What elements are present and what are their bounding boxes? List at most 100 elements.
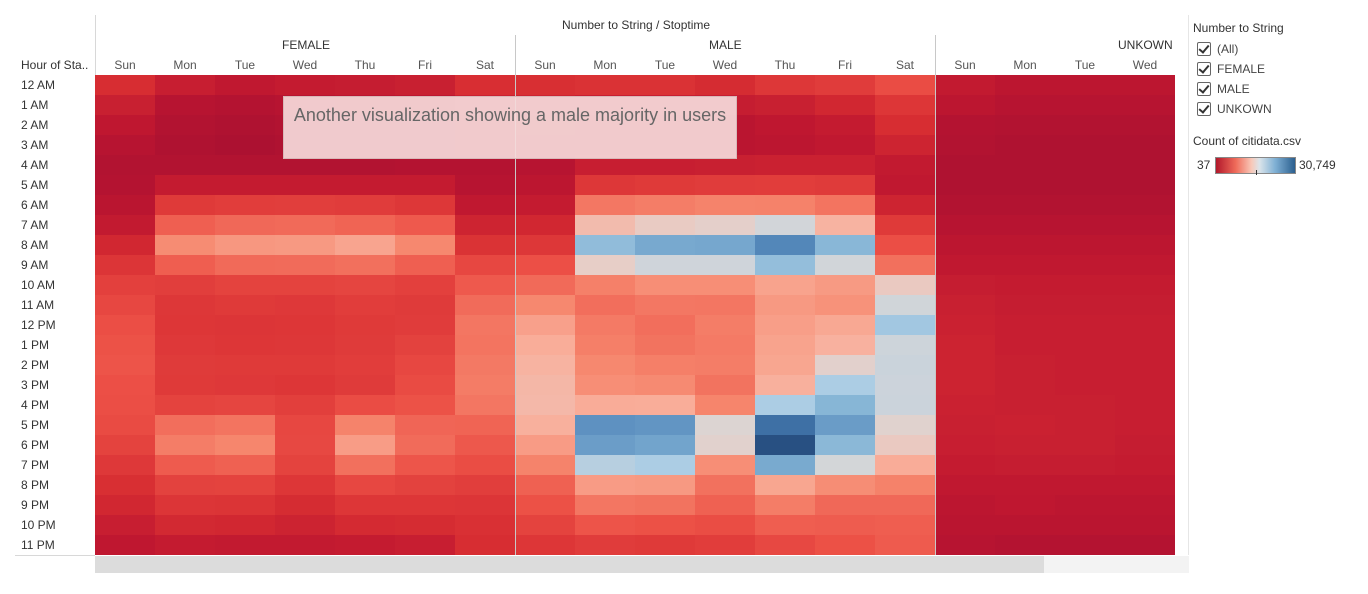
heatmap-cell[interactable] [275,75,335,95]
heatmap-cell[interactable] [95,335,155,355]
heatmap-cell[interactable] [635,515,695,535]
heatmap-cell[interactable] [935,135,995,155]
heatmap-cell[interactable] [455,335,515,355]
heatmap-cell[interactable] [875,335,935,355]
heatmap-cell[interactable] [755,515,815,535]
heatmap-cell[interactable] [215,535,275,555]
heatmap-cell[interactable] [155,355,215,375]
heatmap-cell[interactable] [275,515,335,535]
heatmap-cell[interactable] [95,495,155,515]
heatmap-cell[interactable] [755,275,815,295]
heatmap-cell[interactable] [575,315,635,335]
heatmap-cell[interactable] [755,295,815,315]
heatmap-cell[interactable] [335,355,395,375]
heatmap-cell[interactable] [95,195,155,215]
heatmap-cell[interactable] [155,115,215,135]
heatmap-cell[interactable] [1055,155,1115,175]
heatmap-cell[interactable] [995,255,1055,275]
heatmap-cell[interactable] [875,415,935,435]
heatmap-cell[interactable] [275,215,335,235]
heatmap-cell[interactable] [755,495,815,515]
heatmap-cell[interactable] [95,295,155,315]
heatmap-cell[interactable] [1115,295,1175,315]
heatmap-cell[interactable] [515,315,575,335]
heatmap-cell[interactable] [1115,255,1175,275]
heatmap-cell[interactable] [215,115,275,135]
heatmap-cell[interactable] [455,155,515,175]
heatmap-cell[interactable] [995,515,1055,535]
heatmap-cell[interactable] [275,535,335,555]
heatmap-cell[interactable] [995,455,1055,475]
heatmap-cell[interactable] [995,95,1055,115]
heatmap-cell[interactable] [575,335,635,355]
heatmap-cell[interactable] [95,515,155,535]
heatmap-cell[interactable] [815,475,875,495]
heatmap-cell[interactable] [1115,75,1175,95]
heatmap-cell[interactable] [215,95,275,115]
heatmap-cell[interactable] [815,355,875,375]
heatmap-cell[interactable] [635,455,695,475]
heatmap-cell[interactable] [1055,135,1115,155]
heatmap-cell[interactable] [875,395,935,415]
heatmap-cell[interactable] [395,195,455,215]
heatmap-cell[interactable] [575,75,635,95]
heatmap-cell[interactable] [815,515,875,535]
heatmap-cell[interactable] [815,275,875,295]
heatmap-cell[interactable] [695,535,755,555]
heatmap-cell[interactable] [395,175,455,195]
heatmap-cell[interactable] [95,415,155,435]
heatmap-cell[interactable] [455,475,515,495]
heatmap-cell[interactable] [755,435,815,455]
heatmap-cell[interactable] [515,195,575,215]
heatmap-cell[interactable] [815,295,875,315]
heatmap-cell[interactable] [515,255,575,275]
heatmap-cell[interactable] [455,455,515,475]
heatmap-cell[interactable] [935,335,995,355]
heatmap-cell[interactable] [215,475,275,495]
heatmap-cell[interactable] [635,375,695,395]
heatmap-cell[interactable] [935,355,995,375]
heatmap-cell[interactable] [1115,535,1175,555]
heatmap-cell[interactable] [755,155,815,175]
checkbox-icon[interactable] [1197,41,1211,56]
filter-item-male[interactable]: MALE [1197,81,1250,97]
heatmap-cell[interactable] [395,475,455,495]
heatmap-cell[interactable] [695,415,755,435]
heatmap-cell[interactable] [215,295,275,315]
heatmap-cell[interactable] [755,135,815,155]
heatmap-cell[interactable] [155,95,215,115]
heatmap-cell[interactable] [575,475,635,495]
heatmap-cell[interactable] [335,255,395,275]
heatmap-cell[interactable] [1115,175,1175,195]
heatmap-cell[interactable] [515,535,575,555]
heatmap-cell[interactable] [875,275,935,295]
heatmap-cell[interactable] [815,95,875,115]
heatmap-cell[interactable] [935,175,995,195]
heatmap-cell[interactable] [95,535,155,555]
heatmap-cell[interactable] [1115,415,1175,435]
heatmap-cell[interactable] [635,315,695,335]
heatmap-cell[interactable] [815,435,875,455]
heatmap-cell[interactable] [455,355,515,375]
heatmap-cell[interactable] [215,395,275,415]
heatmap-cell[interactable] [95,175,155,195]
heatmap-cell[interactable] [335,395,395,415]
heatmap-cell[interactable] [815,195,875,215]
heatmap-cell[interactable] [155,415,215,435]
heatmap-cell[interactable] [755,75,815,95]
heatmap-cell[interactable] [695,435,755,455]
heatmap-cell[interactable] [575,515,635,535]
heatmap-cell[interactable] [995,395,1055,415]
heatmap-cell[interactable] [935,95,995,115]
heatmap-cell[interactable] [95,375,155,395]
heatmap-cell[interactable] [935,395,995,415]
heatmap-cell[interactable] [1115,115,1175,135]
heatmap-cell[interactable] [515,235,575,255]
heatmap-cell[interactable] [1115,155,1175,175]
heatmap-cell[interactable] [935,515,995,535]
heatmap-cell[interactable] [1055,195,1115,215]
heatmap-cell[interactable] [215,215,275,235]
heatmap-cell[interactable] [635,235,695,255]
heatmap-cell[interactable] [575,415,635,435]
heatmap-cell[interactable] [395,275,455,295]
